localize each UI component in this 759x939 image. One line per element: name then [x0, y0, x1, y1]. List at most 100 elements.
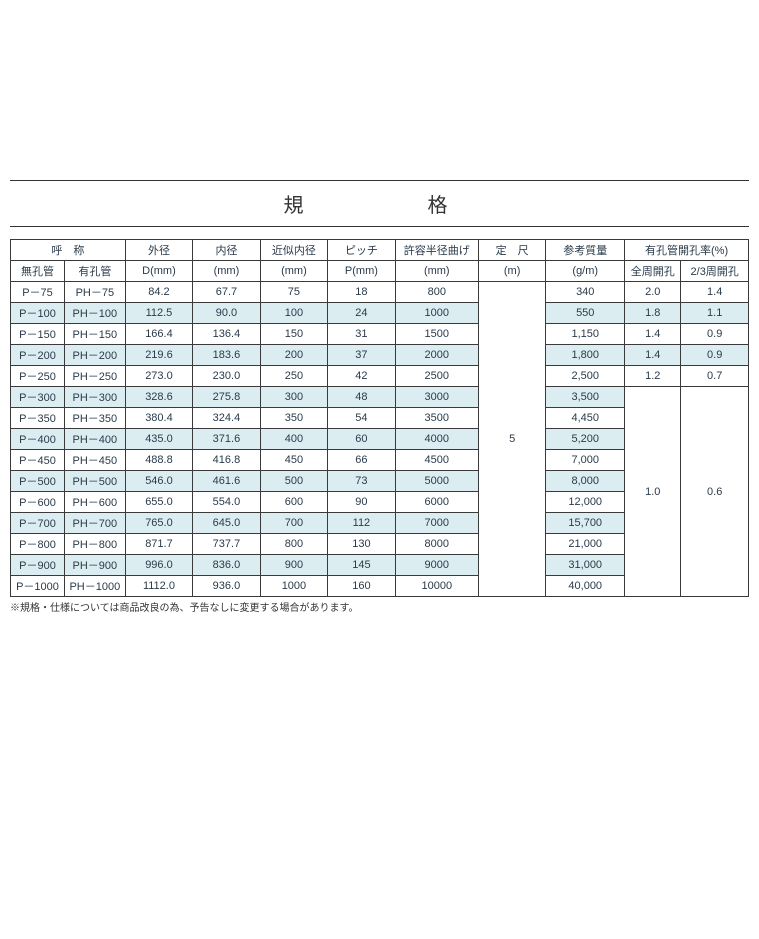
cell-yukou: PH－150: [64, 324, 125, 345]
cell-b: 0.7: [681, 366, 749, 387]
cell-r: 9000: [395, 555, 478, 576]
hdr2-4: (mm): [260, 261, 327, 282]
cell-a-merged: 1.0: [625, 387, 681, 597]
cell-d: 328.6: [125, 387, 192, 408]
cell-nid: 200: [260, 345, 327, 366]
cell-mukou: P－350: [11, 408, 65, 429]
cell-yukou: PH－900: [64, 555, 125, 576]
cell-id: 416.8: [193, 450, 260, 471]
cell-id: 230.0: [193, 366, 260, 387]
cell-g: 31,000: [546, 555, 625, 576]
cell-p: 48: [328, 387, 395, 408]
cell-r: 800: [395, 282, 478, 303]
cell-mukou: P－900: [11, 555, 65, 576]
cell-r: 1500: [395, 324, 478, 345]
cell-g: 40,000: [546, 576, 625, 597]
hdr2-8: (g/m): [546, 261, 625, 282]
cell-b: 1.4: [681, 282, 749, 303]
cell-a: 1.4: [625, 345, 681, 366]
cell-yukou: PH－800: [64, 534, 125, 555]
hdr-openhole: 有孔管開孔率(%): [625, 240, 749, 261]
hdr2-6: (mm): [395, 261, 478, 282]
cell-teishaku: 5: [478, 282, 545, 597]
cell-id: 67.7: [193, 282, 260, 303]
cell-p: 112: [328, 513, 395, 534]
cell-mukou: P－200: [11, 345, 65, 366]
cell-r: 2000: [395, 345, 478, 366]
cell-id: 836.0: [193, 555, 260, 576]
cell-id: 645.0: [193, 513, 260, 534]
cell-r: 7000: [395, 513, 478, 534]
hdr-length: 定 尺: [478, 240, 545, 261]
cell-mukou: P－1000: [11, 576, 65, 597]
cell-yukou: PH－350: [64, 408, 125, 429]
cell-d: 1112.0: [125, 576, 192, 597]
cell-yukou: PH－100: [64, 303, 125, 324]
cell-d: 871.7: [125, 534, 192, 555]
cell-d: 996.0: [125, 555, 192, 576]
cell-b-merged: 0.6: [681, 387, 749, 597]
cell-g: 12,000: [546, 492, 625, 513]
cell-nid: 500: [260, 471, 327, 492]
cell-nid: 900: [260, 555, 327, 576]
hdr-name: 呼 称: [11, 240, 126, 261]
hdr-bend: 許容半径曲げ: [395, 240, 478, 261]
cell-yukou: PH－700: [64, 513, 125, 534]
cell-r: 3500: [395, 408, 478, 429]
cell-g: 21,000: [546, 534, 625, 555]
cell-g: 1,150: [546, 324, 625, 345]
hdr-id: 内径: [193, 240, 260, 261]
cell-b: 1.1: [681, 303, 749, 324]
cell-id: 936.0: [193, 576, 260, 597]
cell-p: 90: [328, 492, 395, 513]
cell-nid: 700: [260, 513, 327, 534]
cell-d: 219.6: [125, 345, 192, 366]
cell-nid: 400: [260, 429, 327, 450]
cell-p: 66: [328, 450, 395, 471]
cell-p: 24: [328, 303, 395, 324]
cell-g: 15,700: [546, 513, 625, 534]
cell-r: 1000: [395, 303, 478, 324]
cell-nid: 450: [260, 450, 327, 471]
hdr-mass: 参考質量: [546, 240, 625, 261]
cell-mukou: P－100: [11, 303, 65, 324]
cell-yukou: PH－400: [64, 429, 125, 450]
cell-a: 1.4: [625, 324, 681, 345]
cell-mukou: P－700: [11, 513, 65, 534]
cell-d: 112.5: [125, 303, 192, 324]
cell-mukou: P－400: [11, 429, 65, 450]
hdr-od: 外径: [125, 240, 192, 261]
cell-d: 488.8: [125, 450, 192, 471]
cell-d: 765.0: [125, 513, 192, 534]
cell-id: 737.7: [193, 534, 260, 555]
cell-yukou: PH－75: [64, 282, 125, 303]
cell-id: 554.0: [193, 492, 260, 513]
cell-p: 160: [328, 576, 395, 597]
cell-mukou: P－300: [11, 387, 65, 408]
footnote: ※規格・仕様については商品改良の為、予告なしに変更する場合があります。: [10, 599, 749, 614]
cell-d: 273.0: [125, 366, 192, 387]
cell-r: 3000: [395, 387, 478, 408]
cell-g: 3,500: [546, 387, 625, 408]
cell-g: 2,500: [546, 366, 625, 387]
cell-g: 7,000: [546, 450, 625, 471]
cell-nid: 150: [260, 324, 327, 345]
cell-b: 0.9: [681, 324, 749, 345]
cell-yukou: PH－250: [64, 366, 125, 387]
spec-table-wrap: 呼 称外径内径近似内径ピッチ許容半径曲げ定 尺参考質量有孔管開孔率(%)無孔管有…: [10, 239, 749, 597]
cell-p: 31: [328, 324, 395, 345]
cell-g: 8,000: [546, 471, 625, 492]
cell-yukou: PH－500: [64, 471, 125, 492]
cell-id: 136.4: [193, 324, 260, 345]
cell-r: 8000: [395, 534, 478, 555]
cell-p: 73: [328, 471, 395, 492]
cell-g: 4,450: [546, 408, 625, 429]
cell-nid: 75: [260, 282, 327, 303]
cell-p: 145: [328, 555, 395, 576]
cell-mukou: P－600: [11, 492, 65, 513]
cell-mukou: P－450: [11, 450, 65, 471]
cell-r: 4000: [395, 429, 478, 450]
cell-r: 6000: [395, 492, 478, 513]
cell-nid: 800: [260, 534, 327, 555]
cell-d: 546.0: [125, 471, 192, 492]
